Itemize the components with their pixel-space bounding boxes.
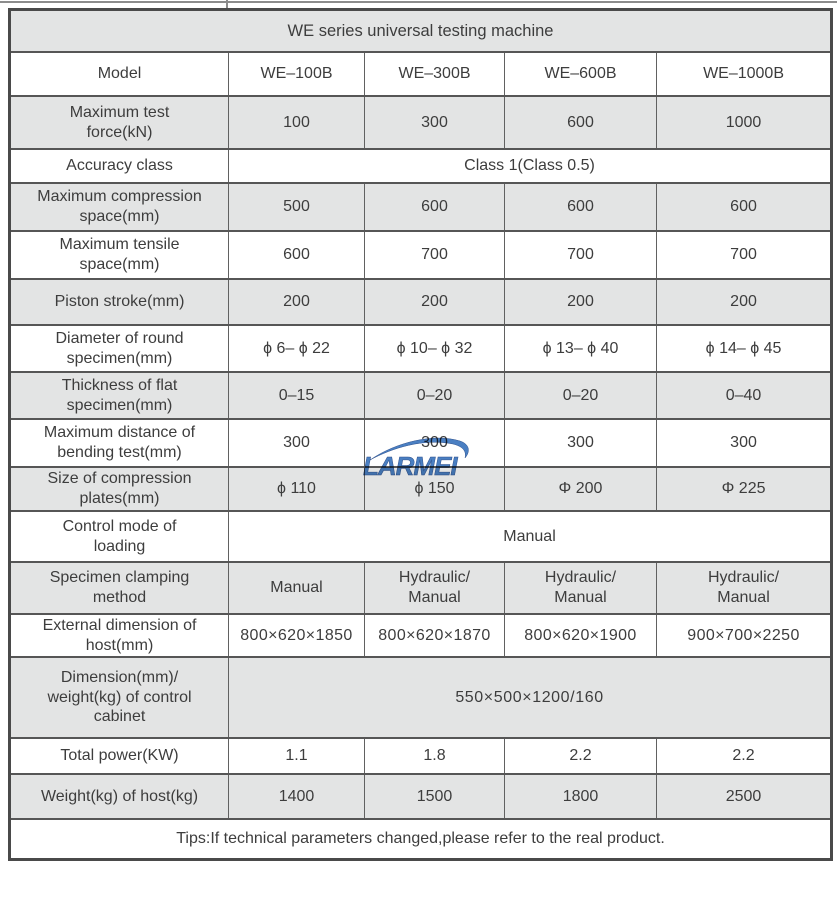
spec-row: External dimension of host(mm) 800×620×18… xyxy=(9,612,833,659)
model-header-cell: WE–100B xyxy=(228,51,365,97)
model-header-cell: WE–600B xyxy=(504,51,657,97)
spec-value-cell: 300 xyxy=(228,418,365,468)
spec-value-cell: ϕ 6– ϕ 22 xyxy=(228,324,365,373)
spec-value-cell: Hydraulic/ Manual xyxy=(504,561,657,615)
spec-row: Diameter of round specimen(mm) ϕ 6– ϕ 22 ϕ… xyxy=(9,324,833,373)
spec-value-cell: 600 xyxy=(655,182,833,232)
spec-value-cell: 2.2 xyxy=(504,737,657,776)
spec-value-cell: 1000 xyxy=(655,95,833,150)
spec-value-cell: 0–20 xyxy=(364,371,505,420)
spec-value-cell: 700 xyxy=(655,230,833,280)
spec-row: Dimension(mm)/ weight(kg) of control cab… xyxy=(9,656,833,740)
spec-value-cell: 600 xyxy=(504,95,657,150)
spec-row: Size of compression plates(mm) ϕ 110 ϕ 150… xyxy=(9,466,833,512)
spec-value-cell: 200 xyxy=(364,278,505,326)
spec-row: Piston stroke(mm) 200 200 200 200 xyxy=(9,278,833,326)
spec-row: Specimen clamping method Manual Hydraulic/… xyxy=(9,561,833,615)
spec-row-label: Thickness of flat specimen(mm) xyxy=(9,371,229,420)
spec-value-cell: 1.1 xyxy=(228,737,365,776)
spec-row: Total power(KW) 1.1 1.8 2.2 2.2 xyxy=(9,737,833,776)
spec-value-cell: 1500 xyxy=(364,773,505,821)
spec-value-cell: 200 xyxy=(228,278,365,326)
spec-value-cell: 0–20 xyxy=(504,371,657,420)
spec-value-cell: 600 xyxy=(364,182,505,232)
spec-value-cell: 200 xyxy=(504,278,657,326)
spec-row-label: External dimension of host(mm) xyxy=(9,612,229,659)
spec-table: WE series universal testing machine Mode… xyxy=(8,8,834,862)
spec-row-label: Diameter of round specimen(mm) xyxy=(9,324,229,373)
model-header-cell: WE–1000B xyxy=(655,51,833,97)
spec-value-cell: ϕ 150 xyxy=(364,466,505,512)
spec-value-cell: 1800 xyxy=(504,773,657,821)
spec-value-cell: ϕ 13– ϕ 40 xyxy=(504,324,657,373)
spec-value-cell: 300 xyxy=(364,418,505,468)
spec-value-cell: 600 xyxy=(228,230,365,280)
spec-span-value: 550×500×1200/160 xyxy=(227,656,833,740)
spec-row: Thickness of flat specimen(mm) 0–15 0–20 0–… xyxy=(9,371,833,420)
spec-row-label: Maximum distance of bending test(mm) xyxy=(9,418,229,468)
spec-value-cell: 2.2 xyxy=(655,737,833,776)
spec-row-label: Maximum test force(kN) xyxy=(9,95,229,150)
spec-value-cell: 900×700×2250 xyxy=(655,612,833,659)
spec-value-cell: Manual xyxy=(228,561,365,615)
spec-value-cell: ϕ 14– ϕ 45 xyxy=(655,324,833,373)
spec-value-cell: 0–15 xyxy=(228,371,365,420)
spec-value-cell: 2500 xyxy=(655,773,833,821)
spec-span-value: Class 1(Class 0.5) xyxy=(227,148,833,184)
spec-value-cell: 700 xyxy=(364,230,505,280)
crop-artifact-line xyxy=(0,1,837,3)
table-title-row: WE series universal testing machine xyxy=(8,8,833,53)
spec-row-label: Maximum tensile space(mm) xyxy=(9,230,229,280)
spec-row: Maximum test force(kN) 100 300 600 1000 xyxy=(9,95,833,150)
spec-value-cell: 1400 xyxy=(228,773,365,821)
spec-row: Weight(kg) of host(kg) 1400 1500 1800 2500 xyxy=(9,773,833,821)
spec-row-label: Total power(KW) xyxy=(9,737,229,776)
spec-row-label: Piston stroke(mm) xyxy=(9,278,229,326)
spec-value-cell: 200 xyxy=(655,278,833,326)
spec-row-label: Dimension(mm)/ weight(kg) of control cab… xyxy=(9,656,229,740)
tips-text: Tips:If technical parameters changed,ple… xyxy=(8,818,833,861)
model-header-row: Model WE–100B WE–300B WE–600B WE–1000B xyxy=(9,51,833,97)
spec-value-cell: 800×620×1900 xyxy=(504,612,657,659)
spec-value-cell: Φ 225 xyxy=(655,466,833,512)
spec-row-label: Specimen clamping method xyxy=(9,561,229,615)
spec-value-cell: ϕ 110 xyxy=(228,466,365,512)
spec-row: Control mode of loading Manual xyxy=(9,510,833,563)
spec-value-cell: 800×620×1870 xyxy=(364,612,505,659)
spec-row: Maximum tensile space(mm) 600 700 700 700 xyxy=(9,230,833,280)
spec-value-cell: 1.8 xyxy=(364,737,505,776)
spec-row-label: Weight(kg) of host(kg) xyxy=(9,773,229,821)
spec-value-cell: Hydraulic/ Manual xyxy=(655,561,833,615)
spec-value-cell: 800×620×1850 xyxy=(228,612,365,659)
tips-row: Tips:If technical parameters changed,ple… xyxy=(8,818,833,861)
spec-value-cell: 0–40 xyxy=(655,371,833,420)
spec-row-label: Maximum compression space(mm) xyxy=(9,182,229,232)
spec-value-cell: 100 xyxy=(228,95,365,150)
spec-row-label: Size of compression plates(mm) xyxy=(9,466,229,512)
spec-value-cell: 300 xyxy=(364,95,505,150)
spec-value-cell: 700 xyxy=(504,230,657,280)
spec-value-cell: Φ 200 xyxy=(504,466,657,512)
spec-value-cell: 600 xyxy=(504,182,657,232)
spec-row-label: Control mode of loading xyxy=(9,510,229,563)
spec-row-label: Accuracy class xyxy=(9,148,229,184)
table-title: WE series universal testing machine xyxy=(8,8,833,53)
spec-value-cell: 300 xyxy=(655,418,833,468)
model-header-cell: WE–300B xyxy=(364,51,505,97)
model-header-label: Model xyxy=(9,51,229,97)
spec-span-value: Manual xyxy=(227,510,833,563)
spec-row: Maximum distance of bending test(mm) 300 3… xyxy=(9,418,833,468)
spec-row: Accuracy class Class 1(Class 0.5) xyxy=(9,148,833,184)
spec-value-cell: ϕ 10– ϕ 32 xyxy=(364,324,505,373)
spec-row: Maximum compression space(mm) 500 600 600 60… xyxy=(9,182,833,232)
spec-value-cell: 500 xyxy=(228,182,365,232)
spec-value-cell: Hydraulic/ Manual xyxy=(364,561,505,615)
spec-value-cell: 300 xyxy=(504,418,657,468)
crop-artifact-stub xyxy=(226,0,228,9)
